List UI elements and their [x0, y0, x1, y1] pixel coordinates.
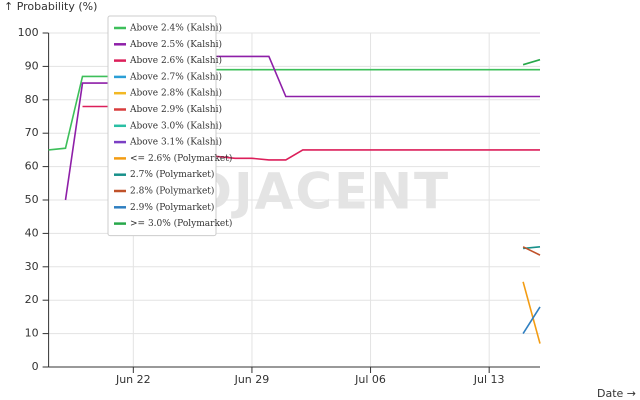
- legend: Above 2.4% (Kalshi) Above 2.5% (Kalshi) Ab…: [107, 15, 232, 237]
- y-axis-label: ↑ Probability (%): [4, 0, 97, 13]
- x-axis-label: Date →: [597, 387, 636, 400]
- y-tick-label: 50: [25, 193, 39, 206]
- y-tick-label: 70: [25, 126, 39, 139]
- series-line: [522, 281, 541, 344]
- legend-label: 2.9% (Polymarket): [130, 202, 214, 213]
- legend-label: 2.8% (Polymarket): [130, 186, 214, 197]
- x-tick-label: Jun 29: [234, 373, 270, 386]
- x-tick-label: Jul 13: [473, 373, 505, 386]
- legend-label: Above 3.0% (Kalshi): [129, 120, 222, 131]
- y-tick-label: 90: [25, 59, 39, 72]
- legend-label: >= 3.0% (Polymarket): [130, 218, 232, 229]
- legend-label: 2.7% (Polymarket): [130, 169, 214, 180]
- y-tick-label: 20: [25, 293, 39, 306]
- x-tick-label: Jun 22: [115, 373, 151, 386]
- legend-label: <= 2.6% (Polymarket): [130, 153, 232, 164]
- legend-label: Above 2.7% (Kalshi): [129, 71, 222, 82]
- series-line: [522, 306, 541, 335]
- legend-box: [107, 15, 217, 237]
- series-line: [522, 58, 541, 66]
- legend-label: Above 2.9% (Kalshi): [129, 104, 222, 115]
- y-tick-label: 100: [18, 26, 39, 39]
- x-tick-label: Jul 06: [354, 373, 386, 386]
- y-tick-label: 40: [25, 226, 39, 239]
- y-tick-label: 30: [25, 260, 39, 273]
- legend-label: Above 2.4% (Kalshi): [129, 23, 222, 34]
- legend-label: Above 2.5% (Kalshi): [129, 39, 222, 50]
- y-tick-label: 60: [25, 160, 39, 173]
- legend-label: Above 2.6% (Kalshi): [129, 55, 222, 66]
- y-tick-label: 0: [32, 360, 39, 373]
- series-line: [522, 246, 541, 256]
- legend-label: Above 3.1% (Kalshi): [129, 137, 222, 148]
- y-tick-label: 80: [25, 93, 39, 106]
- legend-label: Above 2.8% (Kalshi): [129, 88, 222, 99]
- y-tick-label: 10: [25, 327, 39, 340]
